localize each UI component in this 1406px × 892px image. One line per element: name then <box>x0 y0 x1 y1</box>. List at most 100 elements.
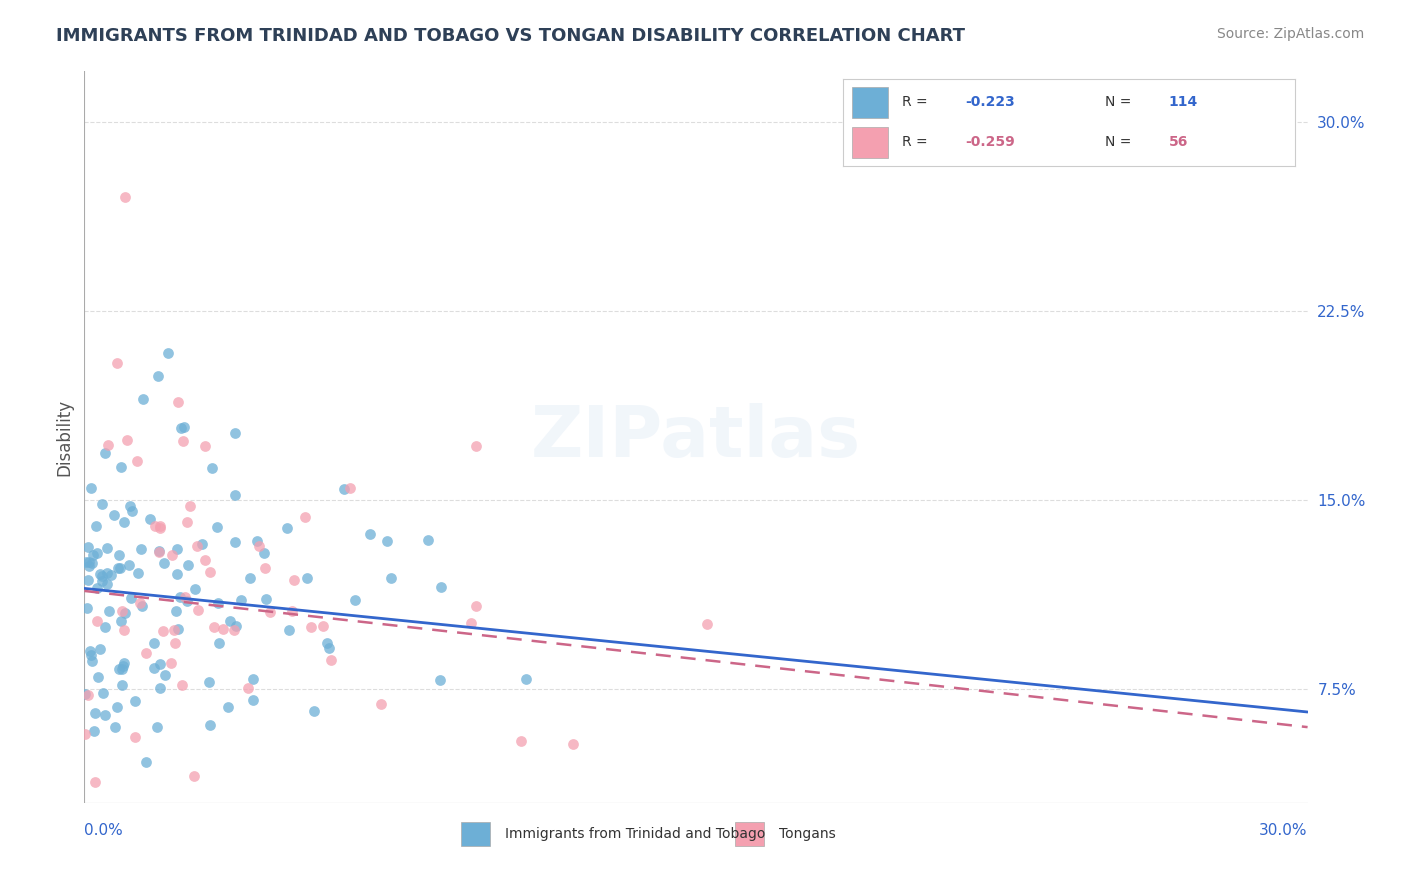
Point <box>321 653 343 667</box>
Point <box>187 603 209 617</box>
Point <box>100 567 122 582</box>
Point <box>77 555 100 569</box>
Point <box>202 619 225 633</box>
Point <box>231 593 253 607</box>
Point <box>76 540 98 554</box>
Point <box>110 614 132 628</box>
Point <box>114 656 136 670</box>
Text: 30.0%: 30.0% <box>1260 823 1308 838</box>
Point <box>377 533 399 548</box>
Point <box>153 667 176 681</box>
Point <box>416 533 439 547</box>
Point <box>82 548 104 562</box>
Point <box>165 604 187 618</box>
Point <box>172 678 194 692</box>
Point <box>224 535 246 549</box>
Point <box>160 549 183 563</box>
Point <box>121 503 143 517</box>
Point <box>194 439 217 453</box>
Point <box>111 677 134 691</box>
Point <box>247 539 270 553</box>
Point <box>380 571 402 585</box>
Point <box>149 518 172 533</box>
Point <box>142 661 165 675</box>
Point <box>280 604 302 618</box>
Point <box>86 670 108 684</box>
Point <box>163 636 186 650</box>
Point <box>149 681 172 695</box>
Point <box>118 558 141 572</box>
Point <box>242 692 264 706</box>
Point <box>89 642 111 657</box>
Point <box>509 734 531 748</box>
Point <box>173 590 195 604</box>
Point <box>96 566 118 581</box>
Point <box>96 577 118 591</box>
Point <box>160 656 183 670</box>
Point <box>111 604 134 618</box>
Point <box>256 592 278 607</box>
Point <box>83 723 105 738</box>
Point <box>253 561 276 575</box>
Point <box>111 658 134 673</box>
Point <box>191 537 214 551</box>
Point <box>107 561 129 575</box>
Point <box>114 515 136 529</box>
Point <box>108 548 131 562</box>
Point <box>90 574 112 588</box>
Point <box>302 704 325 718</box>
Point <box>104 720 127 734</box>
Point <box>198 675 221 690</box>
Point <box>207 597 229 611</box>
Point <box>77 558 100 573</box>
Point <box>200 566 222 580</box>
Point <box>153 556 176 570</box>
Point <box>515 672 537 686</box>
Text: Source: ZipAtlas.com: Source: ZipAtlas.com <box>1216 27 1364 41</box>
Point <box>169 591 191 605</box>
Point <box>86 614 108 628</box>
Point <box>76 555 98 569</box>
Point <box>238 571 260 585</box>
Point <box>80 481 103 495</box>
Text: IMMIGRANTS FROM TRINIDAD AND TOBAGO VS TONGAN DISABILITY CORRELATION CHART: IMMIGRANTS FROM TRINIDAD AND TOBAGO VS T… <box>56 27 966 45</box>
Point <box>198 718 221 732</box>
Point <box>97 438 120 452</box>
Point <box>370 697 392 711</box>
Point <box>184 582 207 597</box>
Point <box>148 544 170 558</box>
Point <box>105 700 128 714</box>
Point <box>217 700 239 714</box>
Point <box>103 508 125 522</box>
Point <box>176 515 198 529</box>
Point <box>73 727 96 741</box>
Point <box>430 581 453 595</box>
Point <box>118 499 141 513</box>
Point <box>212 622 235 636</box>
Point <box>110 459 132 474</box>
Point <box>138 512 160 526</box>
Point <box>246 534 269 549</box>
Point <box>94 707 117 722</box>
Point <box>177 558 200 572</box>
Point <box>77 573 100 587</box>
Point <box>333 482 356 496</box>
Point <box>90 497 112 511</box>
Point <box>89 566 111 581</box>
Point <box>183 769 205 783</box>
Point <box>465 439 488 453</box>
Point <box>224 425 246 440</box>
Point <box>84 519 107 533</box>
Text: 0.0%: 0.0% <box>84 823 124 838</box>
Point <box>176 594 198 608</box>
Point <box>80 648 103 663</box>
Point <box>132 392 155 406</box>
Point <box>294 510 316 524</box>
Point <box>318 640 340 655</box>
Point <box>91 569 114 583</box>
Point <box>278 623 301 637</box>
Point <box>170 421 193 435</box>
Point <box>295 571 318 585</box>
Point <box>94 620 117 634</box>
Point <box>299 620 322 634</box>
